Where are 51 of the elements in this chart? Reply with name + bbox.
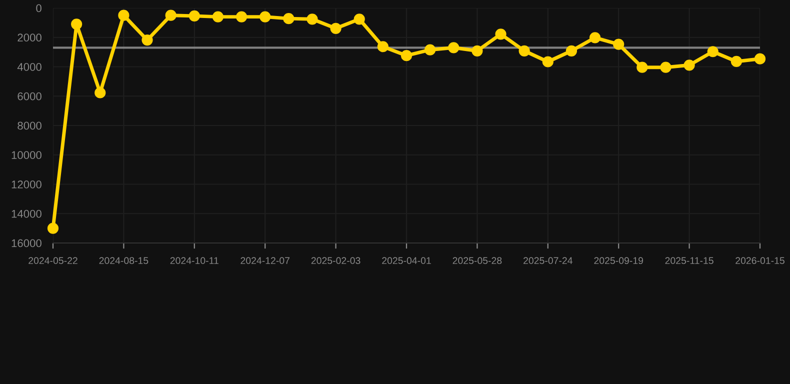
- x-tick-label: 2024-05-22: [28, 257, 78, 264]
- y-tick-label: 14000: [12, 210, 42, 218]
- point: [754, 53, 766, 64]
- point: [47, 222, 59, 234]
- point: [660, 62, 672, 73]
- point: [236, 11, 248, 22]
- point: [518, 45, 530, 56]
- x-tick-label: 2025-09-19: [594, 257, 644, 264]
- point: [707, 46, 718, 58]
- y-tick-label: 4000: [17, 63, 42, 71]
- point: [71, 18, 82, 30]
- point: [354, 14, 365, 25]
- point: [566, 45, 578, 56]
- y-tick-label: 2000: [18, 34, 42, 42]
- y-tick-label: 0: [36, 4, 42, 12]
- point: [330, 22, 342, 34]
- point: [684, 60, 695, 71]
- point: [400, 50, 412, 62]
- point: [424, 44, 436, 56]
- point: [472, 45, 483, 56]
- x-tick-label: 2025-02-03: [311, 257, 360, 264]
- point: [212, 11, 224, 22]
- point: [118, 10, 130, 21]
- y-tick-label: 16000: [12, 239, 42, 248]
- point: [448, 42, 460, 54]
- point: [188, 10, 200, 22]
- point: [142, 34, 153, 46]
- point: [377, 41, 388, 52]
- x-tick-label: 2025-11-15: [665, 257, 714, 264]
- point: [165, 10, 176, 21]
- point: [283, 13, 294, 24]
- point: [260, 11, 271, 22]
- y-tick-label: 12000: [12, 180, 42, 188]
- point: [589, 32, 601, 44]
- point: [613, 38, 624, 50]
- x-tick-label: 2024-08-15: [99, 257, 148, 264]
- point: [636, 62, 648, 73]
- point: [94, 87, 106, 98]
- x-tick-label: 2026-01-15: [736, 257, 784, 264]
- y-tick-label: 6000: [18, 92, 42, 100]
- x-tick-label: 2025-04-01: [382, 257, 431, 264]
- x-tick-label: 2024-12-07: [240, 257, 290, 264]
- x-tick-label: 2025-07-24: [524, 257, 572, 264]
- y-tick-label: 8000: [18, 122, 42, 130]
- point: [306, 14, 318, 25]
- point: [542, 56, 554, 68]
- y-tick-label: 10000: [12, 151, 42, 160]
- x-tick-label: 2024-10-11: [170, 257, 218, 264]
- x-tick-label: 2025-05-28: [452, 257, 502, 264]
- point: [730, 56, 742, 68]
- point: [495, 28, 506, 40]
